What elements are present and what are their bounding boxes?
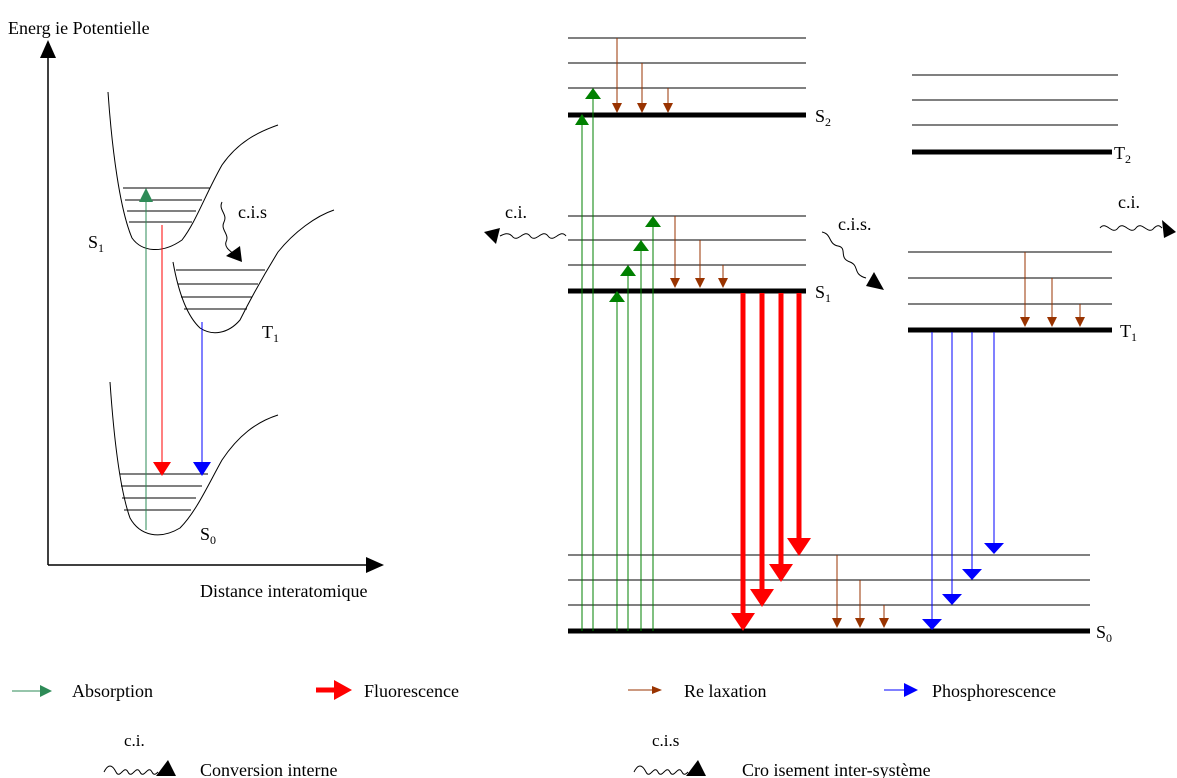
- s0-vibrational-levels-right: [568, 554, 1090, 606]
- right-ci-left-wavy-arrow: [499, 233, 567, 239]
- relaxation-arrowhead-t1-2: [1047, 317, 1057, 327]
- right-ci-left-label: c.i.: [505, 202, 527, 222]
- left-fluorescence-arrowhead: [153, 462, 171, 476]
- relaxation-arrowhead-s1-2: [695, 278, 705, 288]
- right-ci-right-arrowhead: [1162, 220, 1176, 238]
- absorption-arrowhead-1: [575, 114, 589, 125]
- s1-vibrational-levels: [123, 187, 210, 223]
- legend-ci-wavy-icon: [103, 765, 159, 775]
- right-t1-label: T1: [1120, 321, 1137, 344]
- s2-vibrational-levels: [568, 37, 806, 89]
- x-axis-arrowhead: [366, 557, 384, 573]
- fluorescence-arrowhead-3: [769, 564, 793, 582]
- phosphorescence-arrows: [922, 332, 1004, 630]
- relaxation-arrowhead-s2-2: [637, 103, 647, 113]
- phosphorescence-arrowhead-3: [962, 569, 982, 580]
- legend-relaxation-arrowhead: [652, 686, 662, 694]
- left-s0-label: S0: [200, 524, 216, 547]
- absorption-arrowhead-3: [609, 291, 625, 302]
- legend-absorption-arrowhead: [40, 685, 52, 697]
- right-cis-wavy-arrow: [821, 231, 867, 279]
- s1-potential-curve: [107, 91, 279, 250]
- s1-vibrational-levels-right: [568, 215, 806, 266]
- legend-cis-text: Cro isement inter-système: [742, 760, 931, 778]
- fluorescence-arrowhead-2: [750, 589, 774, 607]
- right-jablonski-diagram: S2 T2 S1 T1 S0: [484, 37, 1176, 645]
- legend: Absorption Fluorescence Re laxation Phos…: [12, 680, 1056, 778]
- legend-phosphorescence-arrowhead: [904, 683, 918, 697]
- right-t2-label: T2: [1114, 143, 1131, 166]
- phosphorescence-arrowhead-1: [922, 619, 942, 630]
- y-axis-label: Energ ie Potentielle: [8, 18, 150, 38]
- relaxation-arrowhead-s2-3: [663, 103, 673, 113]
- right-s1-label: S1: [815, 282, 831, 305]
- s0-vibrational-levels: [120, 473, 208, 511]
- absorption-arrowhead-4: [620, 265, 636, 276]
- right-ci-left-arrowhead: [484, 228, 500, 244]
- legend-ci-arrowhead: [156, 760, 176, 776]
- left-cis-wavy-arrow: [220, 201, 237, 257]
- y-axis-arrowhead: [40, 40, 56, 58]
- fluorescence-arrows: [731, 293, 811, 631]
- relaxation-arrowhead-s2-1: [612, 103, 622, 113]
- right-cis-label: c.i.s.: [838, 214, 872, 234]
- legend-fluorescence-arrowhead: [334, 680, 352, 700]
- legend-cis-wavy-icon: [633, 765, 689, 775]
- left-t1-label: T1: [262, 322, 279, 345]
- left-potential-diagram: Energ ie Potentielle Distance interatomi…: [8, 18, 384, 601]
- s0-potential-curve: [109, 381, 279, 536]
- right-s0-label: S0: [1096, 622, 1112, 645]
- t1-vibrational-levels: [176, 269, 265, 310]
- t1-potential-curve: [172, 209, 335, 334]
- relaxation-arrowhead-t1-3: [1075, 317, 1085, 327]
- t1-vibrational-levels-right: [908, 251, 1112, 305]
- right-s2-label: S2: [815, 106, 831, 129]
- absorption-arrows: [575, 88, 661, 631]
- legend-ci-text: Conversion interne: [200, 760, 337, 778]
- relaxation-arrowhead-s0-2: [855, 618, 865, 628]
- legend-fluorescence-label: Fluorescence: [364, 681, 459, 701]
- legend-ci-abbrev: c.i.: [124, 731, 145, 750]
- absorption-arrowhead-2: [585, 88, 601, 99]
- legend-cis-abbrev: c.i.s: [652, 731, 679, 750]
- right-cis-arrowhead: [866, 272, 884, 290]
- phosphorescence-arrowhead-2: [942, 594, 962, 605]
- left-cis-label: c.i.s: [238, 202, 267, 222]
- relaxation-arrowhead-s0-3: [879, 618, 889, 628]
- x-axis-label: Distance interatomique: [200, 581, 367, 601]
- legend-phosphorescence-label: Phosphorescence: [932, 681, 1056, 701]
- absorption-arrowhead-6: [645, 216, 661, 227]
- right-ci-right-label: c.i.: [1118, 192, 1140, 212]
- left-s1-label: S1: [88, 232, 104, 255]
- left-phosphorescence-arrowhead: [193, 462, 211, 476]
- relaxation-arrowhead-s0-1: [832, 618, 842, 628]
- relaxation-arrowhead-t1-1: [1020, 317, 1030, 327]
- legend-relaxation-label: Re laxation: [684, 681, 766, 701]
- fluorescence-arrowhead-4: [787, 538, 811, 556]
- absorption-arrowhead-5: [633, 240, 649, 251]
- t2-vibrational-levels: [912, 74, 1118, 126]
- fluorescence-arrowhead-1: [731, 613, 755, 631]
- legend-cis-arrowhead: [686, 760, 706, 776]
- legend-absorption-label: Absorption: [72, 681, 153, 701]
- phosphorescence-arrowhead-4: [984, 543, 1004, 554]
- relaxation-arrows: [612, 38, 1085, 628]
- left-cis-arrowhead: [226, 246, 242, 262]
- left-absorption-arrowhead: [139, 188, 153, 202]
- right-ci-right-wavy-arrow: [1099, 225, 1163, 231]
- relaxation-arrowhead-s1-1: [670, 278, 680, 288]
- relaxation-arrowhead-s1-3: [718, 278, 728, 288]
